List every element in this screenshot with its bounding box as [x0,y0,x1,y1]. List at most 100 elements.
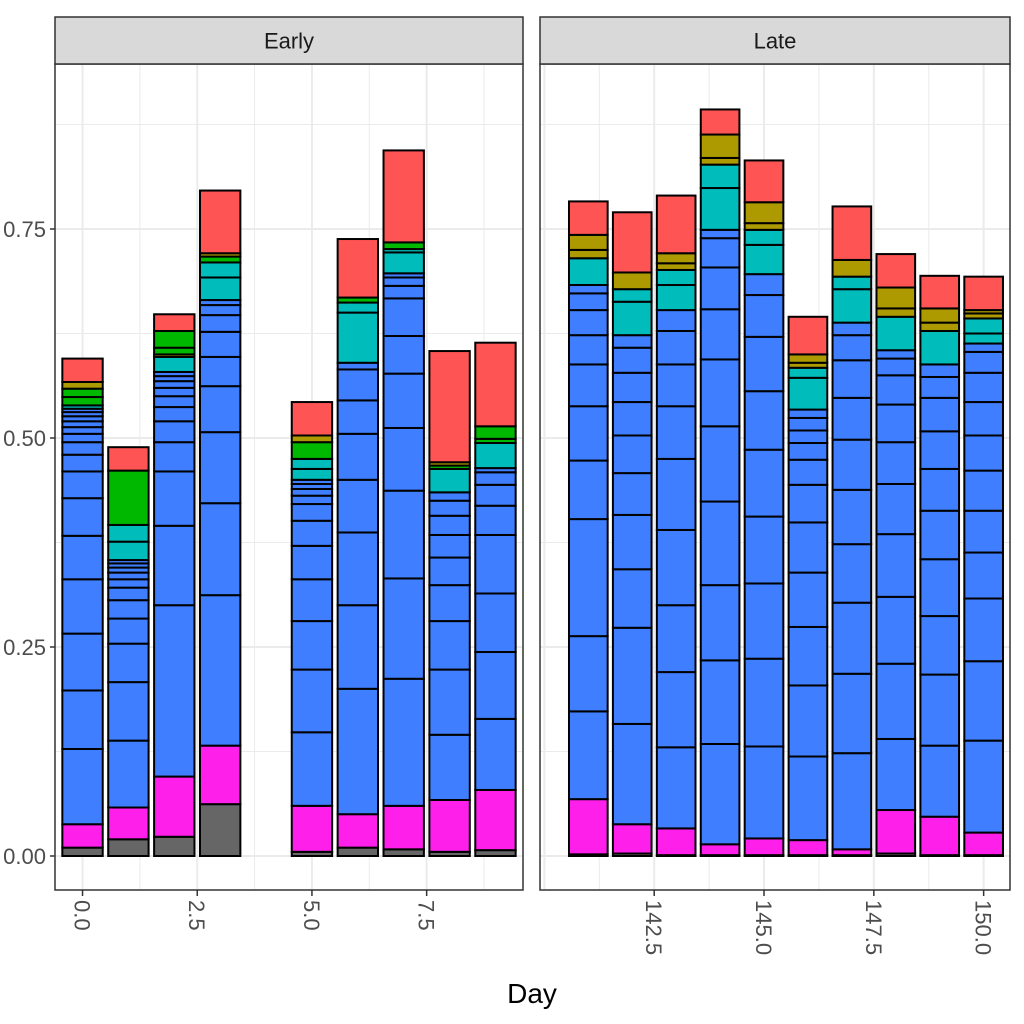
x-axis-title: Day [507,978,557,1009]
bar-day-148 [875,253,917,858]
bar-segment-blue [699,659,741,745]
bar-segment-blue [919,375,961,399]
bar-segment-blue [336,687,380,816]
bar-day-145 [743,159,785,858]
bar-segment-olive [655,262,697,271]
bar-segment-blue [831,488,873,546]
bar-segment-red [567,200,609,236]
facet-strip-label: Late [754,29,797,54]
bar-segment-magenta [474,788,517,852]
bar-segment-blue [107,578,150,589]
bar-segment-blue [61,747,104,826]
bar-segment-blue [699,358,741,428]
bar-segment-olive [787,353,829,364]
bar-segment-blue [611,434,653,475]
bar-segment-teal [336,301,380,314]
bar-segment-grey [336,846,380,858]
bar-segment-grey [382,848,425,858]
bar-segment-blue [382,677,425,807]
bar-segment-teal [290,457,334,470]
bar-segment-blue [153,380,196,389]
bar-segment-blue [963,509,1004,554]
bar-segment-blue [699,742,741,846]
bar-segment-blue [919,744,961,818]
bar-segment-blue [787,571,829,628]
bar-segment-blue [919,467,961,512]
bar-segment-blue [61,534,104,581]
bar-segment-red [153,313,196,332]
bar-segment-green [153,329,196,349]
bar-segment-magenta [655,827,697,857]
bar-segment-blue [153,524,196,607]
y-tick-label: 0.00 [3,844,46,869]
bar-segment-blue [831,672,873,755]
bar-segment-blue [198,502,242,597]
bar-segment-magenta [567,798,609,856]
bar-segment-olive [567,248,609,260]
bar-segment-magenta [875,809,917,855]
bar-segment-teal [336,311,380,364]
bar-segment-red [336,238,380,299]
bar-segment-blue [831,752,873,851]
bar-segment-blue [963,401,1004,437]
bar-segment-teal [699,163,741,190]
bar-segment-green [61,387,104,399]
bar-segment-magenta [919,815,961,857]
bar-segment-olive [567,233,609,251]
bar-segment-blue [699,308,741,361]
bar-segment-blue [290,668,334,734]
facet-panels: Early 0.0 2.5 5.0 7.5 Late 142.5 145.0 147.5 150.… [54,16,1011,955]
bar-segment-blue [655,405,697,460]
bar-segment-green [474,425,517,440]
y-tick-label: 0.50 [3,426,46,451]
bar-segment-blue [428,533,471,559]
bar-segment-blue [611,371,653,404]
bar-segment-blue [153,604,196,778]
bar-segment-blue [611,568,653,629]
bar-segment-blue [107,681,150,742]
bar-segment-blue [290,494,334,506]
bar-segment-blue [787,429,829,445]
bar-day-0 [61,357,104,858]
bar-segment-blue [655,528,697,607]
bar-segment-blue [743,335,785,393]
bar-segment-blue [567,405,609,462]
bar-day-3 [198,189,242,858]
bar-segment-olive [743,201,785,225]
bar-segment-red [875,253,917,289]
bar-segment-blue [474,533,517,595]
bar-segment-blue [875,595,917,665]
bar-segment-red [655,194,697,255]
bar-segment-blue [875,662,917,740]
bar-segment-blue [567,459,609,521]
bar-segment-blue [787,625,829,687]
bar-segment-magenta [107,806,150,841]
bar-segment-olive [831,258,873,278]
bar-segment-magenta [611,823,653,855]
y-axis: 0.00 0.25 0.50 0.75 [3,217,55,869]
bar-segment-blue [61,441,104,456]
bar-day-2 [153,313,196,857]
bar-segment-blue [153,420,196,444]
bar-segment-teal [567,257,609,287]
bar-segment-blue [787,408,829,419]
bar-segment-blue [567,518,609,638]
bar-segment-blue [743,745,785,840]
bar-segment-teal [655,268,697,287]
bar-segment-teal [290,467,334,481]
bar-segment-teal [382,251,425,275]
bar-day-1 [107,446,150,858]
x-tick-label: 5.0 [299,900,324,931]
bar-day-141 [567,200,609,858]
bar-segment-green [382,241,425,251]
bar-day-150 [963,275,1004,858]
bar-day-8 [428,350,471,858]
bar-segment-red [290,401,334,437]
bar-segment-teal [743,228,785,246]
bar-segment-blue [474,471,517,486]
bar-segment-teal [919,329,961,366]
x-tick-label: 0.0 [70,900,95,931]
bar-segment-blue [963,350,1004,374]
bar-segment-blue [743,390,785,451]
bar-segment-blue [153,386,196,398]
